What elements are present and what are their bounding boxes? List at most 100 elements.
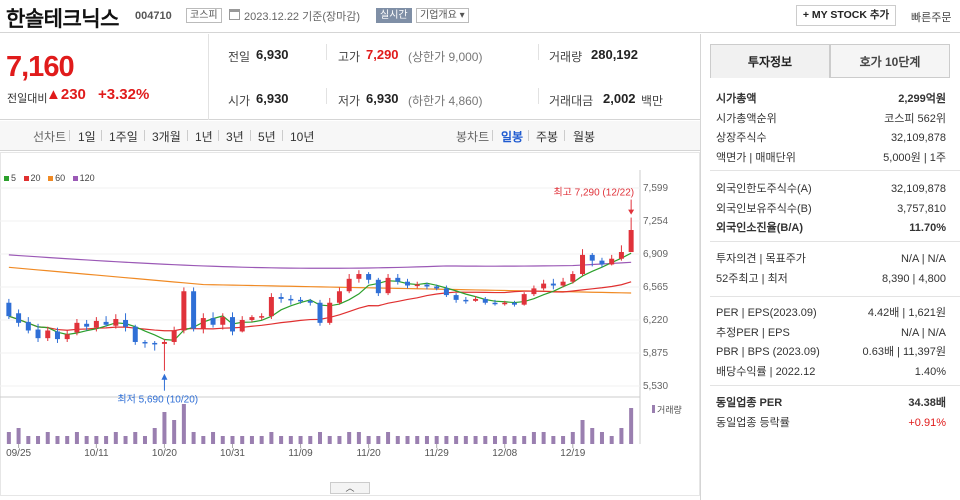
info-row: 투자의견 | 목표주가 N/A | N/A [716, 250, 946, 268]
volume-bar [463, 436, 468, 444]
divider [538, 44, 539, 60]
info-label: 52주최고 | 최저 [716, 272, 788, 285]
expand-chart-button[interactable]: ︿ [330, 482, 370, 494]
y-tick-label: 6,220 [643, 315, 668, 326]
info-label: 동일업종 등락률 [716, 416, 790, 429]
volume-bar [580, 420, 585, 444]
period-10y[interactable]: 10년 [290, 130, 315, 144]
period-5y[interactable]: 5년 [258, 130, 276, 144]
ma-legend: 5 20 60 120 [4, 173, 95, 183]
volume-bar [230, 436, 235, 444]
candle-body [521, 294, 527, 305]
volume-bar [366, 436, 371, 444]
volume-bar [434, 436, 439, 444]
calendar-icon [229, 9, 240, 20]
candle-body [434, 286, 440, 289]
period-3y[interactable]: 3년 [226, 130, 244, 144]
candle-body [541, 283, 547, 289]
candle-body [200, 318, 206, 329]
candle-body [473, 298, 479, 301]
divider [538, 88, 539, 104]
volume-bar [444, 436, 449, 444]
period-3m[interactable]: 3개월 [152, 130, 181, 144]
ma60-line [8, 266, 632, 294]
lower-limit: (하한가 4,860) [408, 94, 483, 108]
x-tick-label: 12/08 [492, 448, 517, 459]
period-weekly[interactable]: 주봉 [536, 130, 559, 144]
realtime-button[interactable]: 실시간 [376, 8, 412, 23]
period-daily[interactable]: 일봉 [501, 130, 524, 144]
volume-bar [347, 432, 352, 444]
candle-body [531, 288, 537, 295]
period-1d[interactable]: 1일 [78, 130, 96, 144]
candle-body [443, 288, 449, 296]
tab-invest-info[interactable]: 투자정보 [710, 44, 830, 78]
candle-body [346, 278, 352, 292]
volume-bar [308, 436, 313, 444]
candle-body [249, 317, 255, 320]
info-value: 11.70% [909, 222, 946, 234]
divider [69, 130, 70, 141]
info-row: 외국인보유주식수(B) 3,757,810 [716, 200, 946, 218]
price-change: ▲230 [46, 86, 86, 103]
price-summary [0, 34, 700, 120]
add-mystock-button[interactable]: + MY STOCK 추가 [796, 5, 896, 26]
volume-bar [551, 436, 556, 444]
info-value: 5,000원 | 1주 [883, 151, 946, 164]
candle-body [385, 277, 391, 294]
price-chart[interactable]: 7,599 7,254 6,909 6,565 6,220 5,875 5,530 거래량 09… [0, 152, 700, 497]
y-tick-label: 6,909 [643, 249, 668, 260]
low-arrowhead [161, 373, 168, 380]
period-1w[interactable]: 1주일 [109, 130, 138, 144]
tab-orderbook[interactable]: 호가 10단계 [830, 44, 950, 78]
quick-order-link[interactable]: 빠른주문 [911, 12, 952, 24]
candle-body [220, 317, 226, 325]
candle-body [463, 299, 469, 302]
row-separator [710, 385, 960, 386]
period-1y[interactable]: 1년 [195, 130, 213, 144]
volume-bar [493, 436, 498, 444]
candle-body [181, 291, 187, 331]
volume-bar [84, 436, 89, 444]
candle-body [424, 284, 430, 287]
period-monthly[interactable]: 월봉 [573, 130, 596, 144]
candle-body [93, 320, 99, 328]
candle-body [589, 254, 595, 261]
candle-body [502, 302, 508, 305]
info-row: 시가총액 2,299억원 [716, 90, 946, 108]
info-label: 추정PER | EPS [716, 326, 790, 339]
candle-body [317, 302, 323, 323]
info-label: 외국인소진율(B/A) [716, 222, 803, 234]
info-label: PBR | BPS (2023.09) [716, 346, 820, 358]
volume-bar [454, 436, 459, 444]
info-label: PER | EPS(2023.09) [716, 307, 817, 319]
info-value: 32,109,878 [890, 183, 946, 195]
volume-bar [142, 436, 147, 444]
divider [218, 130, 219, 141]
amount-value: 2,002 [603, 91, 636, 106]
info-label: 상장주식수 [716, 132, 767, 144]
stock-header [0, 0, 960, 33]
candle-body [327, 302, 333, 323]
y-tick-label: 5,875 [643, 348, 668, 359]
x-tick-label: 11/09 [288, 448, 313, 459]
volume-bar [590, 428, 595, 444]
volume-bar [599, 432, 604, 444]
candle-body [550, 283, 556, 286]
volume-bar [356, 432, 361, 444]
candle-body [210, 318, 216, 325]
volume-bar [201, 436, 206, 444]
volume-bar [405, 436, 410, 444]
divider [564, 130, 565, 141]
volume-bar [531, 432, 536, 444]
volume-bar [386, 432, 391, 444]
company-overview-dropdown[interactable]: 기업개요 ▾ [416, 8, 469, 23]
info-value: 코스피 562위 [884, 112, 946, 125]
candle-body [336, 291, 342, 303]
row-separator [710, 241, 960, 242]
volume-bar [619, 428, 624, 444]
high-value: 7,290 [366, 47, 399, 62]
price-change-pct: +3.32% [98, 86, 150, 103]
volume-bar [279, 436, 284, 444]
volume-bar [65, 436, 70, 444]
